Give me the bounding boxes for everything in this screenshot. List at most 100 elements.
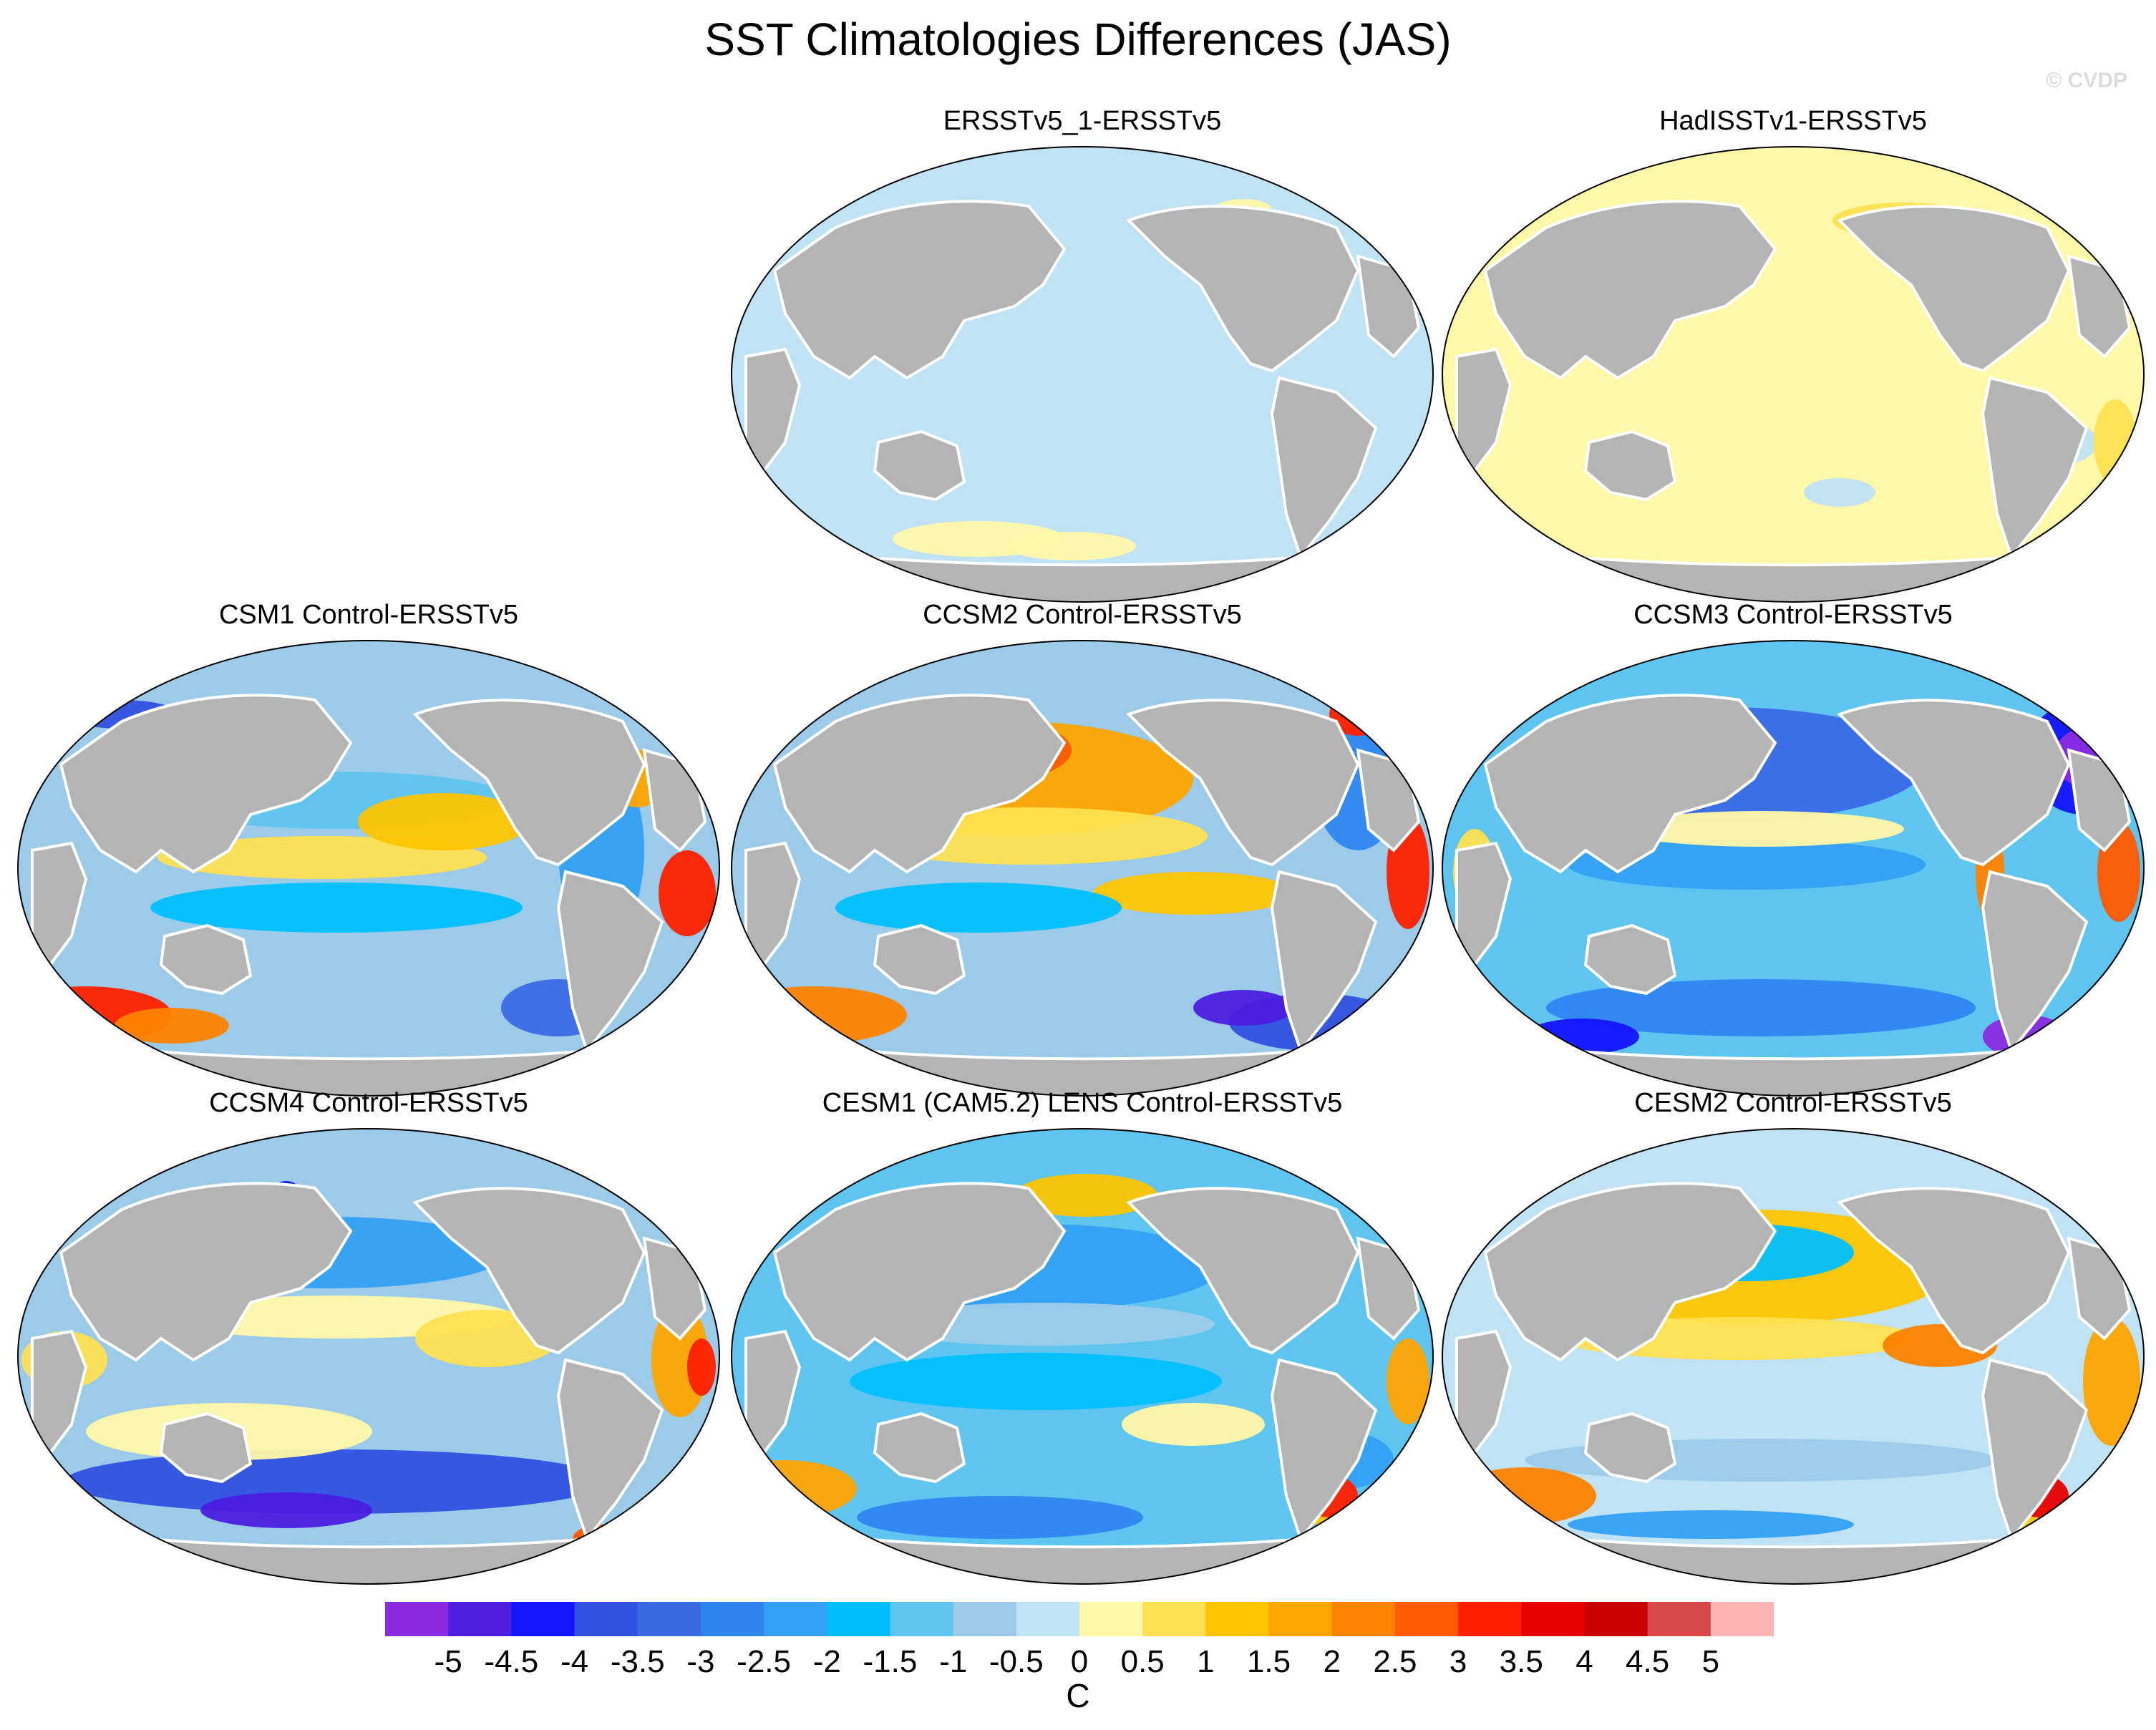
landmass-samerica	[1981, 376, 2089, 560]
landmass-australia	[159, 923, 253, 996]
colorbar-swatch	[637, 1602, 701, 1636]
anomaly-contour	[857, 1496, 1143, 1539]
map-figure	[1442, 1128, 2145, 1585]
anomaly-contour	[573, 1525, 630, 1553]
anomaly-contour	[1093, 872, 1293, 915]
panel-title: ERSSTv5_1-ERSSTv5	[943, 106, 1222, 136]
anomaly-contour	[1568, 1510, 1854, 1539]
anomaly-contour	[1007, 532, 1136, 560]
map-outline	[17, 640, 720, 1097]
panel-title: CESM1 (CAM5.2) LENS Control-ERSSTv5	[822, 1088, 1343, 1118]
colorbar-tick-label: -3.5	[611, 1644, 665, 1679]
map-figure	[731, 146, 1434, 603]
panel-title: HadISSTv1-ERSSTv5	[1659, 106, 1927, 136]
map-field	[732, 641, 1433, 1096]
landmass-australia	[159, 1411, 253, 1484]
map-figure	[1442, 640, 2145, 1097]
colorbar-tick-label: 1.5	[1247, 1644, 1291, 1679]
map-panel: CCSM4 Control-ERSSTv5	[14, 1088, 723, 1589]
map-field	[1442, 147, 2144, 602]
anomaly-contour	[835, 883, 1122, 933]
landmass-asia	[772, 200, 1067, 380]
anomaly-contour	[850, 1353, 1222, 1410]
map-outline	[17, 1128, 720, 1585]
anomaly-contour	[1453, 1496, 1525, 1525]
colorbar-tick-label: -3	[686, 1644, 714, 1679]
landmass-asia	[1483, 1182, 1777, 1362]
anomaly-contour	[1618, 811, 1904, 847]
colorbar-swatch	[1584, 1602, 1648, 1636]
colorbar-tick-label: 0.5	[1121, 1644, 1165, 1679]
colorbar-tick-label: 3	[1450, 1644, 1467, 1679]
map-panel: CCSM2 Control-ERSSTv5	[728, 600, 1437, 1101]
landmass-samerica	[1270, 1358, 1378, 1542]
landmass-namerica	[1837, 699, 2071, 867]
anomaly-contour	[1387, 1338, 1429, 1424]
map-figure	[17, 640, 720, 1097]
ocean-anomaly-field	[18, 1129, 719, 1584]
landmass-namerica	[1126, 699, 1360, 867]
landmass-australia	[1583, 429, 1677, 502]
colorbar-swatch	[953, 1602, 1017, 1636]
landmass-namerica	[412, 699, 646, 867]
colorbar-tick-label: 4	[1575, 1644, 1593, 1679]
map-field	[18, 1129, 719, 1584]
landmass-australia	[873, 429, 966, 502]
map-figure	[1442, 146, 2145, 603]
landmass-asia	[772, 694, 1067, 874]
colorbar-tick-label: 3.5	[1500, 1644, 1543, 1679]
map-field	[18, 641, 719, 1096]
colorbar-tick-label: -1.5	[863, 1644, 918, 1679]
map-panel: CCSM3 Control-ERSSTv5	[1439, 600, 2147, 1101]
colorbar-unit-label: C	[1066, 1677, 1090, 1714]
anomaly-contour	[1546, 979, 1976, 1036]
colorbar-tick-label: -4	[560, 1644, 588, 1679]
anomaly-contour	[1014, 1174, 1157, 1217]
landmass-asia	[59, 1182, 353, 1362]
colorbar-tick-label: 2	[1323, 1644, 1340, 1679]
anomaly-contour	[2094, 399, 2137, 485]
anomaly-contour	[687, 1338, 716, 1396]
colorbar-swatch	[827, 1602, 890, 1636]
colorbar-tick-label: -2.5	[737, 1644, 791, 1679]
figure-title: SST Climatologies Differences (JAS)	[704, 14, 1452, 65]
map-field	[732, 147, 1433, 602]
colorbar-tick-label: -2	[813, 1644, 841, 1679]
map-field	[1442, 641, 2144, 1096]
landmass-asia	[1483, 694, 1777, 874]
map-outline	[1442, 1128, 2145, 1585]
colorbar: -5 -4.5 -4 -3.5 -3 -2.5 -2 -1.5 -1 -0.5 0 0.5 1 1.5 2 2…	[385, 1602, 1774, 1679]
colorbar-tick-label: -1	[939, 1644, 967, 1679]
landmass-namerica	[1126, 1187, 1360, 1355]
colorbar-swatch	[1521, 1602, 1585, 1636]
colorbar-tick-label: -4.5	[484, 1644, 538, 1679]
anomaly-contour	[659, 850, 716, 936]
colorbar-swatch	[1394, 1602, 1459, 1636]
landmass-samerica	[1270, 870, 1378, 1054]
landmass-samerica	[1270, 376, 1378, 560]
map-panel: CSM1 Control-ERSSTv5	[14, 600, 723, 1101]
map-panel: CESM2 Control-ERSSTv5	[1439, 1088, 2147, 1589]
landmass-samerica	[556, 1358, 664, 1542]
anomaly-contour	[200, 1492, 372, 1528]
colorbar-tick-label: -5	[434, 1644, 462, 1679]
colorbar-swatch	[1142, 1602, 1206, 1636]
anomaly-contour	[1804, 478, 1875, 507]
ocean-anomaly-field	[732, 641, 1433, 1096]
landmass-australia	[1583, 1411, 1677, 1484]
map-figure	[731, 640, 1434, 1097]
colorbar-swatch	[1647, 1602, 1711, 1636]
map-outline	[731, 640, 1434, 1097]
map-outline	[731, 146, 1434, 603]
colorbar-swatch	[448, 1602, 512, 1636]
map-outline	[1442, 146, 2145, 603]
panel-title: CCSM2 Control-ERSSTv5	[923, 600, 1242, 630]
colorbar-swatch	[385, 1602, 449, 1636]
map-outline	[731, 1128, 1434, 1585]
landmass-australia	[1583, 923, 1677, 996]
landmass-australia	[873, 1411, 966, 1484]
landmass-australia	[873, 923, 966, 996]
colorbar-swatch	[1710, 1602, 1774, 1636]
anomaly-contour	[1568, 840, 1926, 890]
colorbar-swatch	[1079, 1602, 1143, 1636]
